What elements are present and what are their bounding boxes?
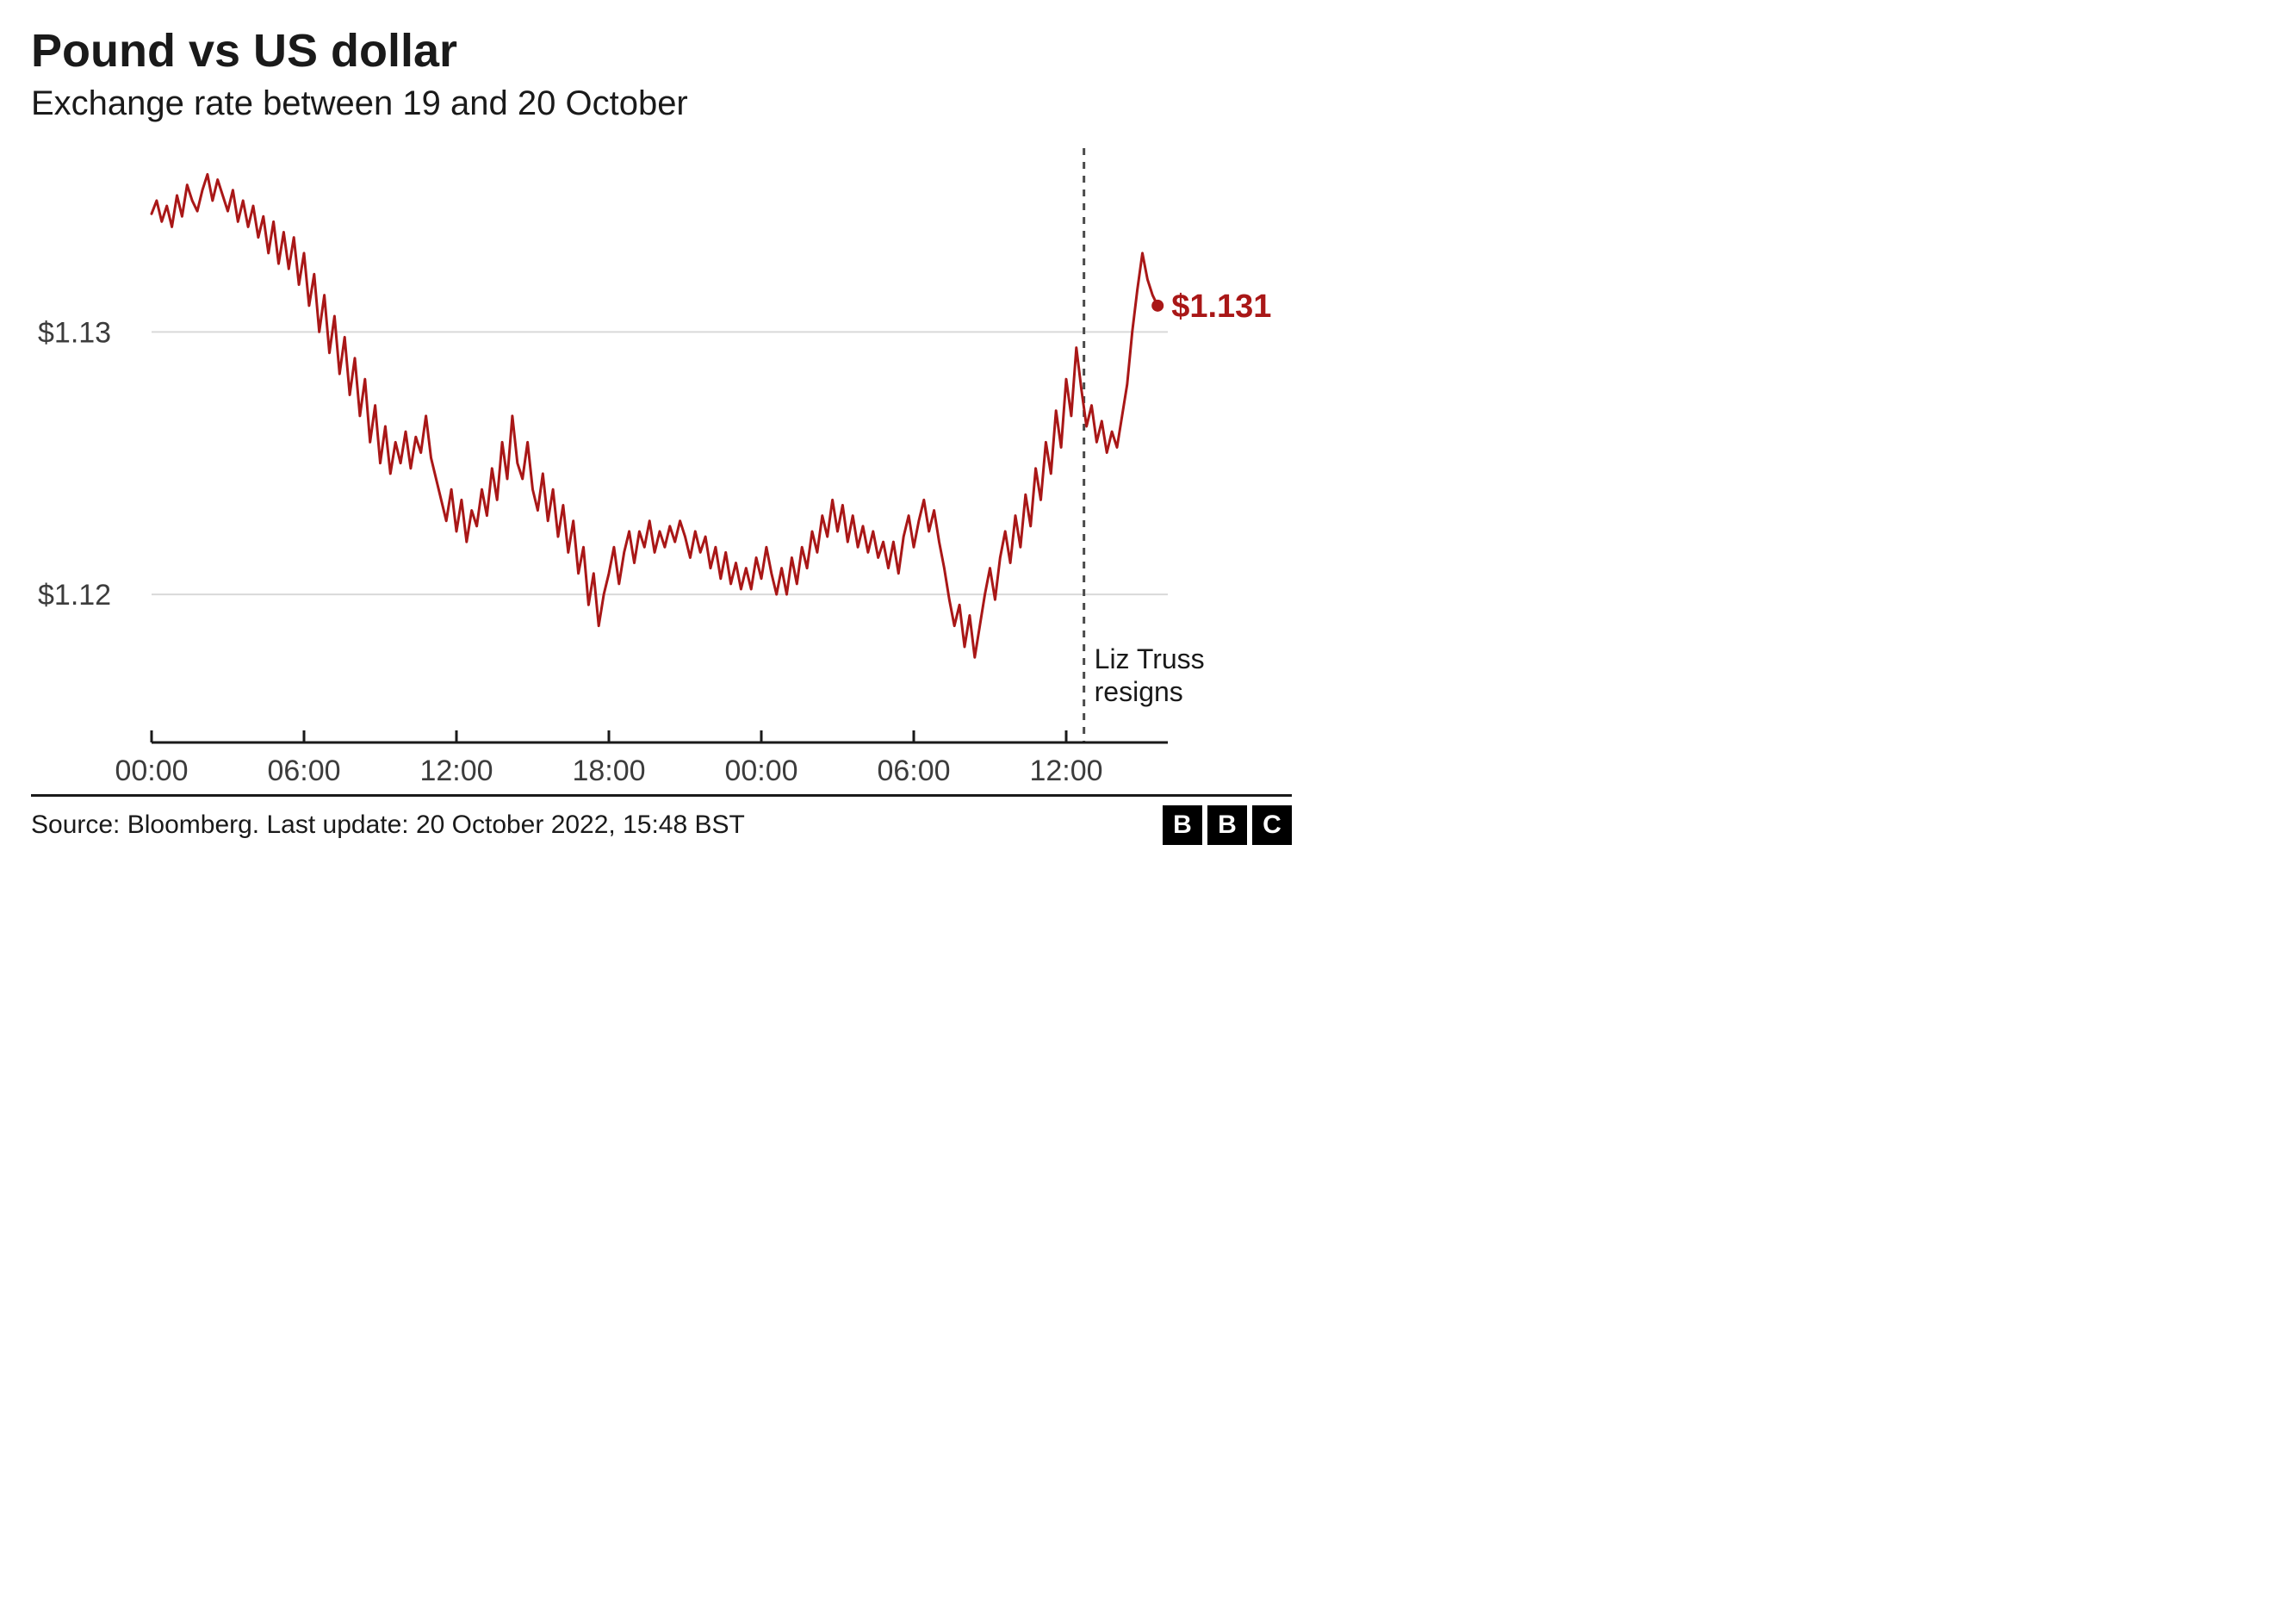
source-text: Source: Bloomberg. Last update: 20 Octob…	[31, 811, 745, 840]
x-axis-tick-label: 18:00	[572, 755, 645, 787]
bbc-logo: B B C	[1163, 805, 1292, 845]
exchange-rate-line	[152, 175, 1157, 658]
x-axis-tick-label: 06:00	[267, 755, 340, 787]
line-chart-svg: $1.12 $1.13 Liz Trussresigns $1.131 00:00 06:…	[31, 140, 1292, 794]
bbc-logo-block: C	[1252, 805, 1292, 845]
chart-title: Pound vs US dollar	[31, 24, 1292, 78]
x-axis-tick-label: 12:00	[419, 755, 493, 787]
x-axis-tick-label: 06:00	[877, 755, 950, 787]
annotation-label: resigns	[1095, 676, 1183, 707]
bbc-logo-block: B	[1207, 805, 1247, 845]
bbc-logo-block: B	[1163, 805, 1202, 845]
x-axis-tick-label: 00:00	[724, 755, 797, 787]
end-point-marker	[1151, 300, 1164, 312]
end-point-label: $1.131	[1171, 289, 1271, 325]
chart-footer: Source: Bloomberg. Last update: 20 Octob…	[31, 794, 1292, 857]
x-axis-tick-label: 00:00	[115, 755, 188, 787]
chart-area: $1.12 $1.13 Liz Trussresigns $1.131 00:00 06:…	[31, 140, 1292, 794]
annotation-label: Liz Truss	[1095, 643, 1205, 674]
y-axis-tick-label: $1.13	[38, 316, 111, 349]
chart-subtitle: Exchange rate between 19 and 20 October	[31, 83, 1292, 124]
x-axis-tick-label: 12:00	[1029, 755, 1102, 787]
y-axis-tick-label: $1.12	[38, 579, 111, 612]
